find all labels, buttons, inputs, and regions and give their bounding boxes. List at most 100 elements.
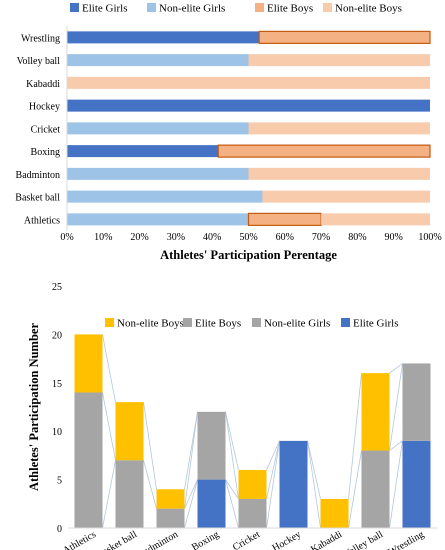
y2-tick-label: 5 <box>57 476 62 487</box>
series-line-non-elite-boys <box>102 334 116 403</box>
x-axis-title: Athletes' Participation Perentage <box>160 248 337 262</box>
legend-swatch-non-elite-girls <box>147 3 156 12</box>
bar2-boxing-elite-girls <box>197 479 226 528</box>
series-line-non-elite-boys <box>348 373 362 500</box>
category-label-badminton: Badminton <box>16 170 60 181</box>
bar-athletics-non-elite-girls <box>67 213 249 226</box>
series-line-non-elite-boys <box>307 440 321 500</box>
y2-tick-label: 10 <box>52 427 62 438</box>
legend2-swatch-non-elite-girls <box>252 318 261 327</box>
series-line-non-elite-boys <box>266 440 280 471</box>
percentage-bar-chart: Elite Girls Non-elite Girls Elite Boys Non-… <box>15 3 441 263</box>
bar-badminton-non-elite-boys <box>248 167 430 180</box>
x2-category-label-boxing: Boxing <box>190 529 221 550</box>
x2-category-label-basket-ball: Basket ball <box>95 529 139 550</box>
legend-swatch-non-elite-boys <box>323 3 332 12</box>
series-line-elite-girls <box>225 479 239 529</box>
series-line-elite-girls <box>307 440 321 529</box>
legend2-swatch-elite-girls <box>341 318 350 327</box>
bar-cricket-non-elite-boys <box>248 122 430 135</box>
x-tick-label: 0% <box>60 232 73 243</box>
bar-wrestling-elite-boys <box>258 30 431 44</box>
bar2-badminton-non-elite-girls <box>156 508 185 528</box>
x-tick-label: 40% <box>203 232 221 243</box>
series-line-non-elite-girls <box>266 440 280 500</box>
bar2-cricket-non-elite-boys <box>238 469 267 499</box>
bar2-wrestling-elite-boys <box>402 363 431 441</box>
legend2-label-non-elite-boys: Non-elite Boys <box>117 318 184 330</box>
participation-number-chart: Non-elite Boys Elite Boys Non-elite Girls E… <box>27 282 437 550</box>
series-line-non-elite-girls <box>225 479 239 500</box>
x2-category-label-athletics: Athletics <box>61 529 98 550</box>
x2-category-label-volley-ball: Volley ball <box>342 529 385 550</box>
x2-category-label-badminton: Badminton <box>136 529 180 550</box>
bar-athletics-elite-boys <box>247 212 322 226</box>
bar2-volley-ball-non-elite-girls <box>361 450 390 528</box>
category-label-hockey: Hockey <box>29 102 60 113</box>
legend2-swatch-non-elite-boys <box>105 318 114 327</box>
bar2-volley-ball-non-elite-boys <box>361 373 390 451</box>
category-label-athletics: Athletics <box>24 215 60 226</box>
y2-tick-label: 20 <box>52 330 62 341</box>
bar2-basket-ball-non-elite-boys <box>115 402 144 461</box>
legend-label-elite-girls: Elite Girls <box>82 3 128 15</box>
x-tick-label: 50% <box>239 232 257 243</box>
series-line-non-elite-boys <box>389 363 403 374</box>
series-line-elite-boys <box>389 363 403 451</box>
category-label-boxing: Boxing <box>31 147 60 158</box>
series-line-non-elite-girls <box>143 460 157 509</box>
series-line-non-elite-boys <box>184 411 198 490</box>
series-line-elite-girls <box>389 440 403 529</box>
bar2-cricket-non-elite-girls <box>238 498 267 528</box>
x-tick-label: 80% <box>348 232 366 243</box>
legend2-label-elite-girls: Elite Girls <box>353 318 399 330</box>
bar-hockey-elite-girls <box>67 99 430 112</box>
series-line-elite-boys <box>184 411 198 509</box>
legend2-label-non-elite-girls: Non-elite Girls <box>264 318 330 330</box>
category-label-cricket: Cricket <box>31 124 61 135</box>
x-tick-label: 60% <box>276 232 294 243</box>
bar-volley-ball-non-elite-boys <box>248 54 430 67</box>
series-line-elite-girls <box>184 479 198 529</box>
bar-cricket-non-elite-girls <box>67 122 249 135</box>
series-line-non-elite-girls <box>102 460 116 529</box>
y2-axis-title: Athletes' Participation Number <box>27 323 41 491</box>
category-label-wrestling: Wrestling <box>21 33 60 44</box>
y2-tick-label: 0 <box>57 524 62 535</box>
bar-athletics-non-elite-boys <box>321 213 430 226</box>
legend-swatch-elite-girls <box>70 3 79 12</box>
category-label-basket-ball: Basket ball <box>15 193 60 204</box>
legend-label-non-elite-girls: Non-elite Girls <box>159 3 225 15</box>
x-tick-label: 30% <box>167 232 185 243</box>
bar-boxing-elite-boys <box>217 144 431 158</box>
bar-wrestling-elite-girls <box>67 31 260 44</box>
y2-tick-label: 15 <box>52 379 62 390</box>
series-line-elite-boys <box>225 411 239 500</box>
bar-kabaddi-non-elite-boys <box>67 76 430 89</box>
x2-category-label-wrestling: Wrestling <box>387 529 426 550</box>
legend-label-non-elite-boys: Non-elite Boys <box>335 3 402 15</box>
series-line-elite-boys <box>102 392 116 461</box>
bar-basket-ball-non-elite-girls <box>67 190 263 203</box>
series-line-non-elite-girls <box>348 450 362 529</box>
bar2-athletics-elite-boys <box>74 392 103 528</box>
x2-category-label-hockey: Hockey <box>271 529 303 550</box>
x-tick-label: 90% <box>385 232 403 243</box>
series-line-elite-girls <box>266 440 280 529</box>
series-line-non-elite-boys <box>143 402 157 490</box>
x-tick-label: 70% <box>312 232 330 243</box>
x2-category-label-kabaddi: Kabaddi <box>309 529 344 550</box>
bar2-basket-ball-non-elite-girls <box>115 460 144 528</box>
legend2-label-elite-boys: Elite Boys <box>195 318 241 330</box>
x-tick-label: 20% <box>130 232 148 243</box>
legend2-swatch-elite-boys <box>183 318 192 327</box>
bar-badminton-non-elite-girls <box>67 167 249 180</box>
bar2-badminton-non-elite-boys <box>156 489 185 509</box>
x-tick-label: 100% <box>418 232 441 243</box>
bar-boxing-elite-girls <box>67 145 219 158</box>
x-tick-label: 10% <box>94 232 112 243</box>
y2-tick-label: 25 <box>52 282 62 293</box>
category-label-volley-ball: Volley ball <box>17 56 61 67</box>
series-line-non-elite-girls <box>184 479 198 509</box>
